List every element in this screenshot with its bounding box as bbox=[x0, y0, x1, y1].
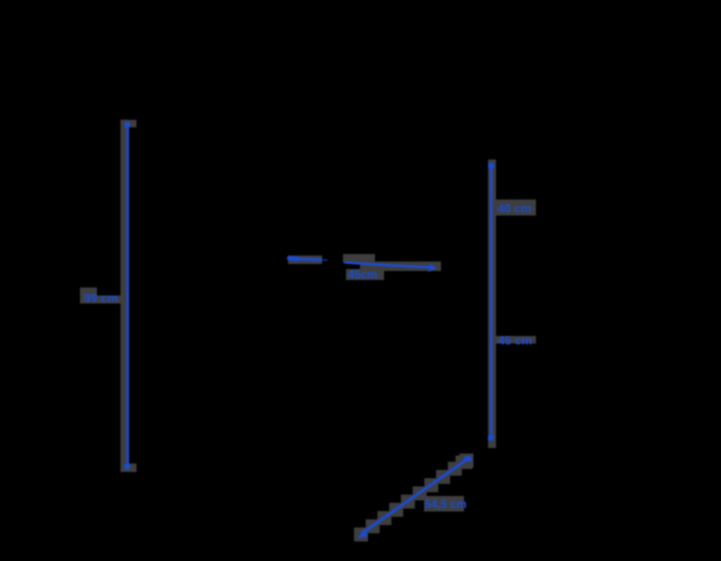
svg-text:54,5 cm: 54,5 cm bbox=[425, 499, 467, 511]
svg-text:40 cm: 40 cm bbox=[498, 202, 532, 216]
svg-text:99 cm: 99 cm bbox=[84, 291, 118, 305]
svg-text:45 cm: 45 cm bbox=[498, 334, 532, 348]
svg-text:45cm: 45cm bbox=[348, 270, 377, 282]
